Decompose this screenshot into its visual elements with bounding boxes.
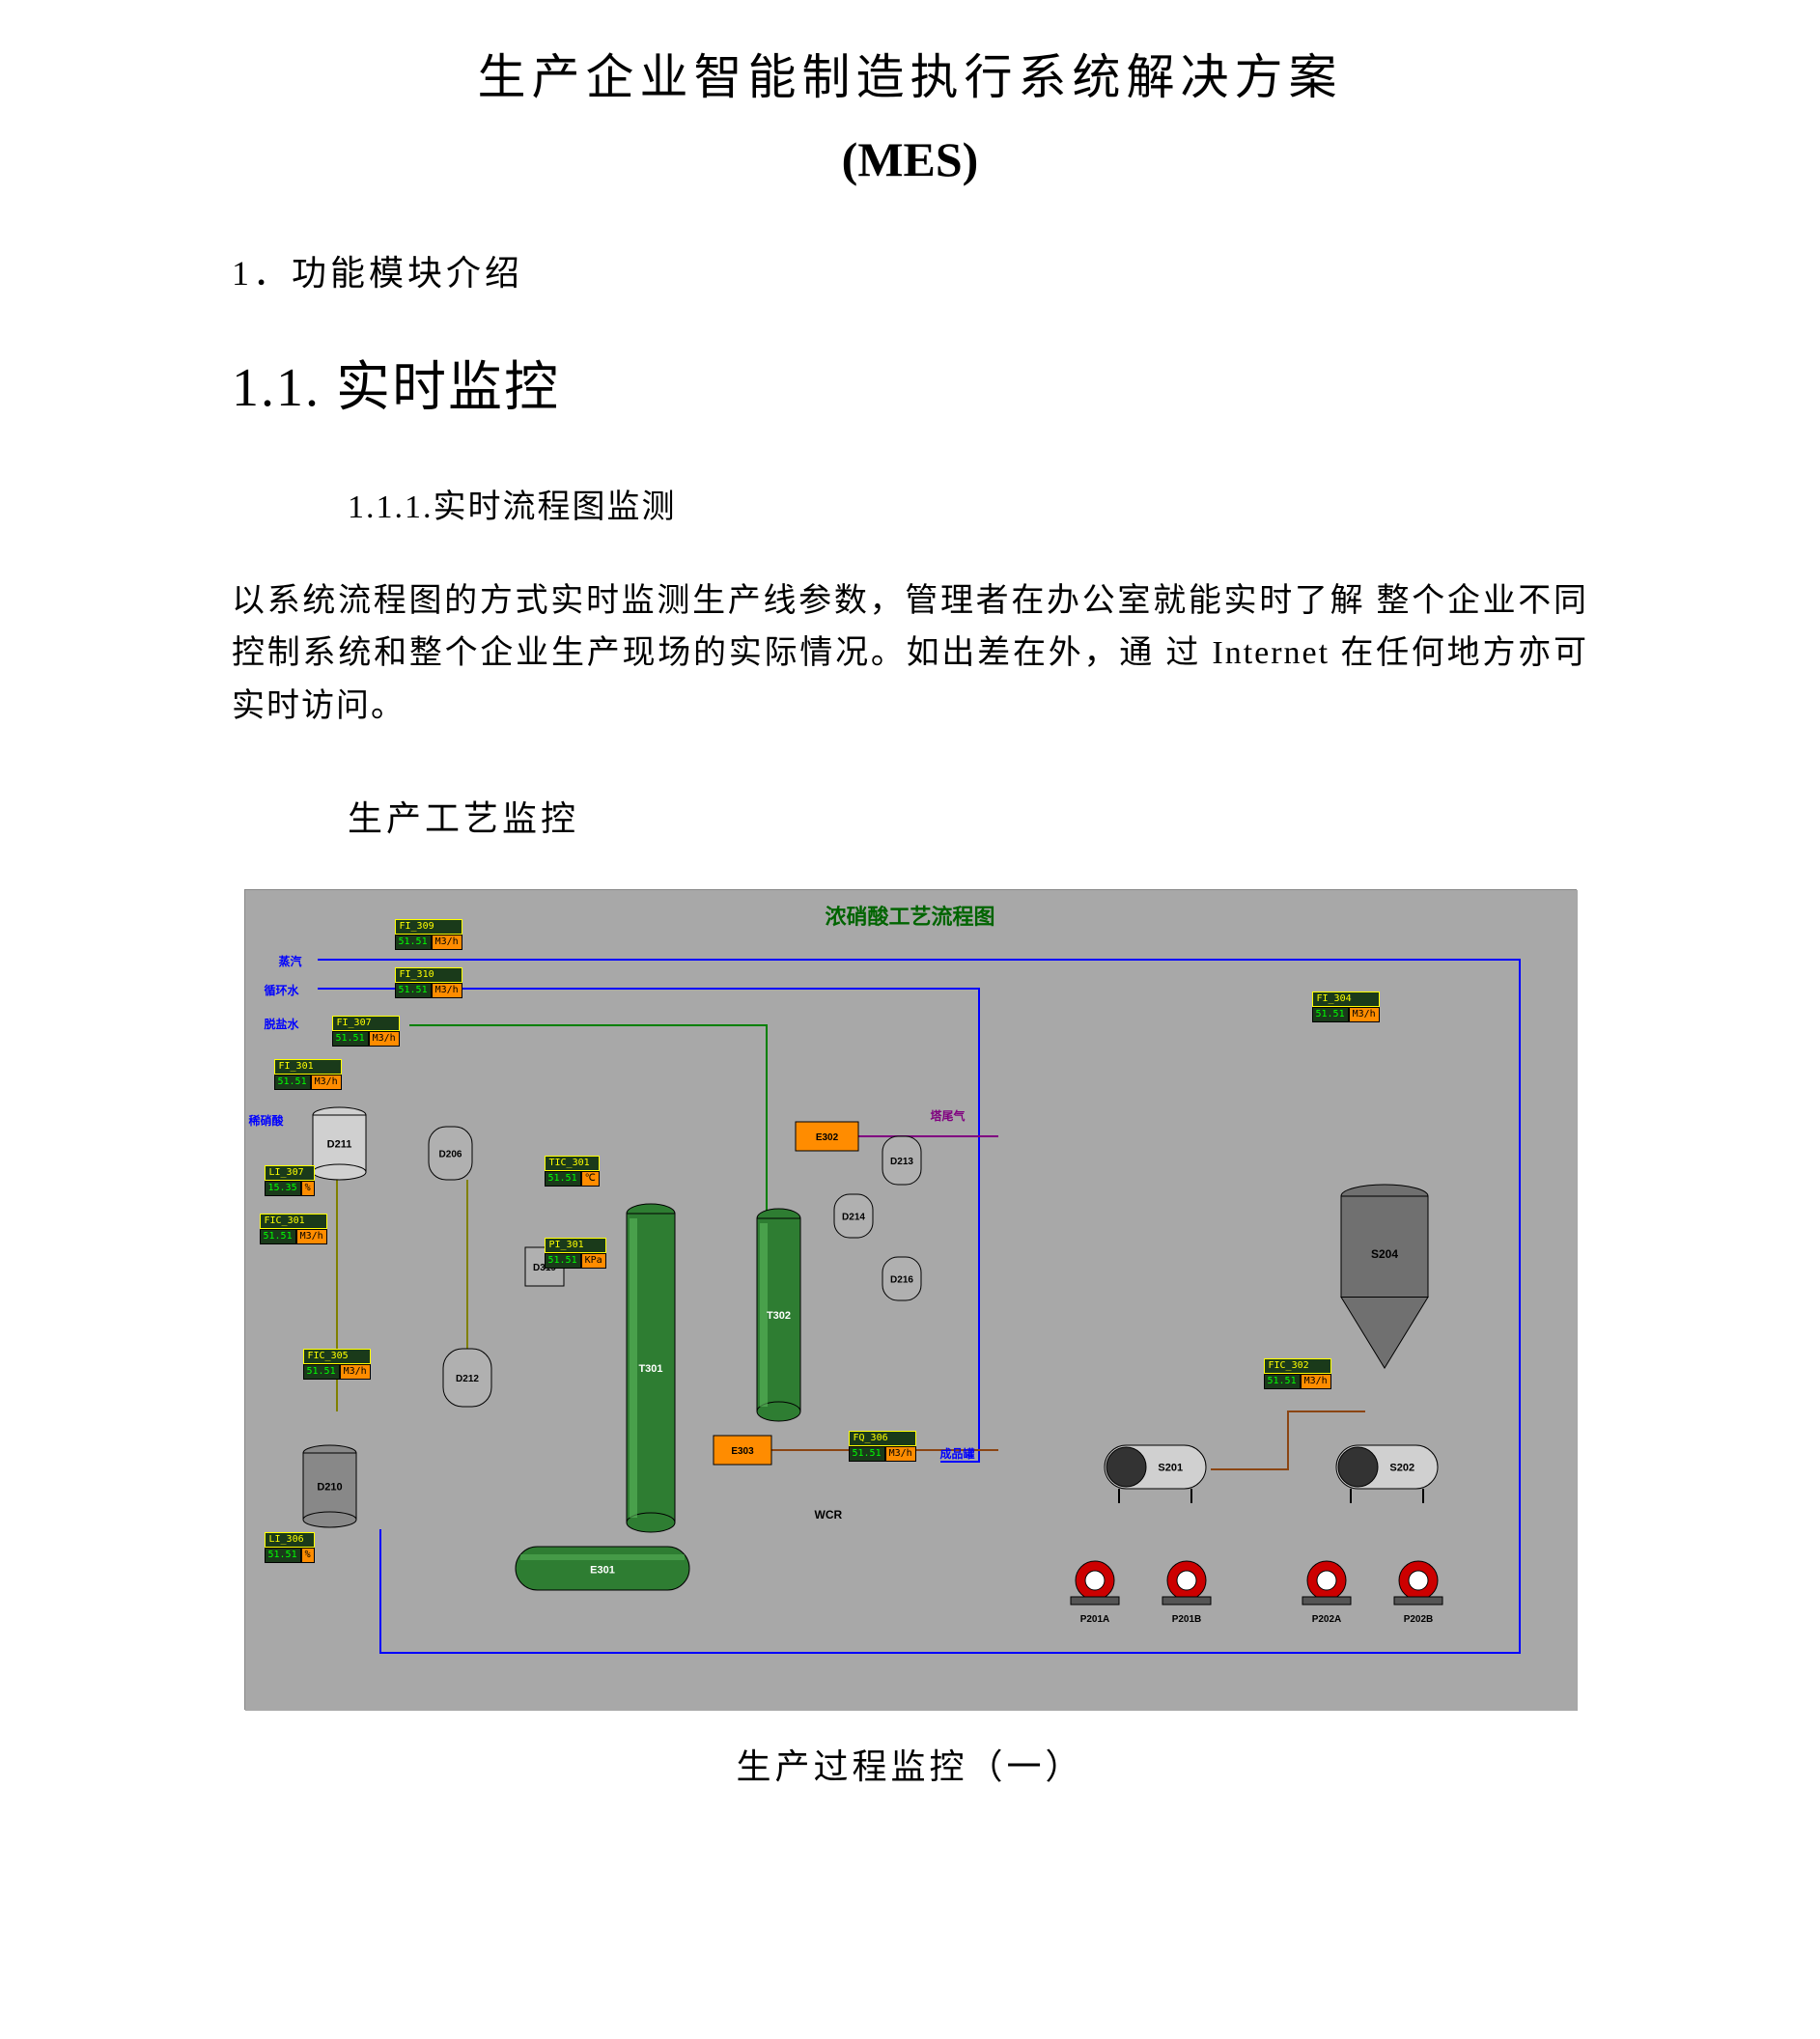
equipment-e303: E303 [714,1436,771,1465]
feed-label: 塔尾气 [931,1107,966,1124]
instrument-tag-fi_307: FI_30751.51M3/h [332,1016,400,1047]
instrument-tag-fic_302: FIC_30251.51M3/h [1264,1358,1331,1389]
svg-text:T302: T302 [766,1310,790,1322]
svg-text:E303: E303 [731,1446,754,1457]
instrument-tag-li_307: LI_30715.35% [265,1165,315,1196]
body-paragraph: 以系统流程图的方式实时监测生产线参数，管理者在办公室就能实时了解 整个企业不同控… [232,575,1588,733]
instrument-tag-fi_309: FI_30951.51M3/h [395,919,462,950]
feed-label: 成品罐 [940,1445,975,1462]
svg-text:D206: D206 [438,1150,462,1160]
instrument-tag-li_306: LI_30651.51% [265,1532,315,1563]
svg-text:D213: D213 [890,1157,913,1167]
svg-text:P202A: P202A [1311,1614,1341,1625]
svg-text:D214: D214 [842,1213,865,1223]
svg-text:S202: S202 [1389,1463,1414,1474]
equipment-d206: D206 [429,1127,472,1180]
feed-label: 循环水 [265,982,299,998]
diagram-title: 浓硝酸工艺流程图 [825,900,994,931]
document-subtitle: (MES) [232,131,1588,187]
svg-text:D210: D210 [317,1482,342,1494]
equipment-d213: D213 [882,1136,921,1185]
equipment-e301: E301 [516,1547,689,1590]
instrument-tag-fic_301: FIC_30151.51M3/h [260,1214,327,1244]
svg-text:P201B: P201B [1171,1614,1201,1625]
equipment-d211: D211 [313,1107,366,1180]
sub-heading: 生产工艺监控 [348,791,1588,841]
svg-text:T301: T301 [638,1363,662,1375]
instrument-tag-fi_301: FI_30151.51M3/h [274,1059,342,1090]
equipment-d212: D212 [443,1349,491,1407]
instrument-tag-fq_306: FQ_30651.51M3/h [849,1431,916,1462]
section-1-1-heading: 1.1. 实时监控 [232,344,1588,422]
equipment-d214: D214 [834,1194,873,1238]
svg-text:D211: D211 [326,1139,351,1151]
section-1-heading: 1．功能模块介绍 [232,245,1588,295]
document-title: 生产企业智能制造执行系统解决方案 [232,39,1588,108]
equipment-t302: T302 [757,1209,800,1421]
instrument-tag-pi_301: PI_30151.51KPa [545,1238,606,1269]
feed-label: 蒸汽 [279,953,302,969]
equipment-e302: E302 [796,1122,858,1151]
figure-caption: 生产过程监控（一） [232,1739,1588,1789]
svg-text:S201: S201 [1158,1463,1183,1474]
svg-text:E301: E301 [590,1565,615,1577]
equipment-t301: T301 [627,1204,675,1532]
svg-text:E302: E302 [815,1132,838,1143]
instrument-tag-fi_304: FI_30451.51M3/h [1312,992,1380,1022]
equipment-d216: D216 [882,1257,921,1300]
feed-label: 稀硝酸 [249,1112,284,1129]
instrument-tag-fi_310: FI_31051.51M3/h [395,967,462,998]
svg-text:D216: D216 [890,1275,913,1286]
instrument-tag-fic_305: FIC_30551.51M3/h [303,1349,371,1380]
equipment-d210: D210 [303,1445,356,1527]
svg-text:S204: S204 [1370,1247,1397,1261]
section-1-1-1-heading: 1.1.1.实时流程图监测 [348,480,1588,527]
process-diagram: D211D206D212D210T301T302D319E302D213D214… [244,889,1577,1710]
svg-text:P201A: P201A [1079,1614,1109,1625]
feed-label: 脱盐水 [265,1016,299,1032]
svg-text:P202B: P202B [1403,1614,1433,1625]
svg-text:D212: D212 [456,1374,479,1384]
feed-label: WCR [815,1508,843,1522]
instrument-tag-tic_301: TIC_30151.51℃ [545,1156,600,1187]
